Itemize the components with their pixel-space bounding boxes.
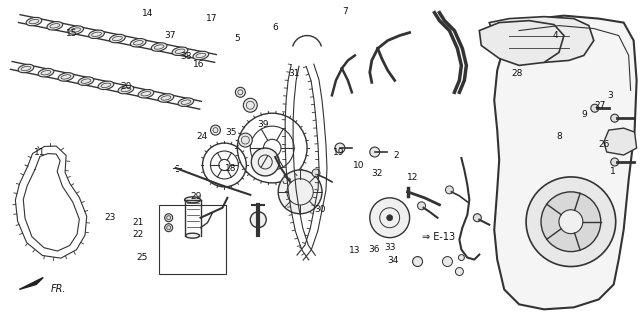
Circle shape bbox=[474, 214, 481, 222]
Ellipse shape bbox=[184, 197, 200, 203]
Text: 27: 27 bbox=[595, 101, 606, 110]
Circle shape bbox=[250, 212, 266, 228]
Text: 32: 32 bbox=[372, 169, 383, 178]
Circle shape bbox=[278, 170, 322, 214]
Text: 25: 25 bbox=[136, 252, 147, 262]
Text: FR.: FR. bbox=[51, 284, 67, 294]
Polygon shape bbox=[479, 21, 564, 66]
Circle shape bbox=[445, 186, 453, 194]
Circle shape bbox=[219, 159, 230, 170]
Polygon shape bbox=[489, 17, 594, 62]
Text: 37: 37 bbox=[164, 31, 176, 40]
Ellipse shape bbox=[89, 30, 104, 38]
Circle shape bbox=[370, 198, 410, 238]
Ellipse shape bbox=[172, 47, 188, 55]
Text: 28: 28 bbox=[512, 69, 524, 78]
Circle shape bbox=[335, 143, 345, 153]
Ellipse shape bbox=[193, 51, 209, 60]
Circle shape bbox=[164, 214, 173, 222]
Ellipse shape bbox=[118, 85, 134, 94]
Ellipse shape bbox=[109, 34, 125, 43]
Text: 31: 31 bbox=[289, 69, 300, 78]
Text: 20: 20 bbox=[120, 82, 131, 91]
Text: 10: 10 bbox=[353, 161, 364, 170]
Text: 6: 6 bbox=[273, 23, 278, 32]
Text: 38: 38 bbox=[180, 52, 192, 61]
Text: ⇒ E-13: ⇒ E-13 bbox=[422, 232, 455, 242]
Ellipse shape bbox=[131, 38, 146, 47]
Circle shape bbox=[417, 202, 426, 210]
Polygon shape bbox=[494, 16, 637, 309]
Ellipse shape bbox=[47, 22, 63, 30]
Text: 7: 7 bbox=[342, 7, 348, 16]
Circle shape bbox=[458, 255, 465, 260]
Circle shape bbox=[370, 147, 380, 157]
Ellipse shape bbox=[98, 81, 114, 90]
Text: 16: 16 bbox=[193, 59, 205, 68]
Ellipse shape bbox=[18, 64, 34, 73]
Text: 2: 2 bbox=[394, 151, 399, 160]
Polygon shape bbox=[19, 278, 44, 289]
Circle shape bbox=[238, 133, 252, 147]
Text: 14: 14 bbox=[142, 9, 154, 18]
Ellipse shape bbox=[186, 233, 200, 238]
Text: 26: 26 bbox=[598, 140, 609, 149]
Text: 30: 30 bbox=[314, 205, 326, 214]
Ellipse shape bbox=[78, 77, 94, 85]
Text: 36: 36 bbox=[369, 245, 380, 254]
Text: 18: 18 bbox=[225, 164, 237, 173]
Text: 21: 21 bbox=[132, 218, 144, 227]
Circle shape bbox=[591, 104, 599, 112]
Text: 17: 17 bbox=[206, 14, 218, 23]
Ellipse shape bbox=[178, 98, 194, 107]
Ellipse shape bbox=[151, 43, 167, 51]
Circle shape bbox=[243, 98, 257, 112]
Circle shape bbox=[559, 210, 583, 234]
Circle shape bbox=[264, 139, 281, 157]
Text: 11: 11 bbox=[34, 148, 45, 157]
Circle shape bbox=[211, 125, 220, 135]
Text: 9: 9 bbox=[582, 110, 588, 119]
Text: 22: 22 bbox=[132, 231, 144, 239]
Text: 15: 15 bbox=[66, 30, 77, 38]
Text: 8: 8 bbox=[556, 132, 562, 141]
Text: 5: 5 bbox=[234, 34, 240, 43]
Circle shape bbox=[526, 177, 616, 266]
Text: 34: 34 bbox=[388, 256, 399, 265]
Text: 4: 4 bbox=[553, 31, 559, 40]
Text: 1: 1 bbox=[610, 167, 616, 176]
Ellipse shape bbox=[38, 68, 54, 77]
Text: 12: 12 bbox=[406, 174, 418, 183]
Text: 24: 24 bbox=[196, 132, 208, 141]
Circle shape bbox=[387, 215, 393, 221]
Polygon shape bbox=[604, 128, 637, 155]
Text: 19: 19 bbox=[333, 148, 345, 157]
Ellipse shape bbox=[138, 89, 154, 98]
Circle shape bbox=[164, 224, 173, 232]
Text: 23: 23 bbox=[104, 213, 115, 222]
Ellipse shape bbox=[158, 94, 173, 102]
Circle shape bbox=[541, 192, 601, 252]
Circle shape bbox=[442, 257, 452, 266]
Circle shape bbox=[611, 114, 619, 122]
Ellipse shape bbox=[26, 17, 42, 26]
Text: 39: 39 bbox=[257, 120, 268, 129]
Circle shape bbox=[312, 169, 320, 177]
Circle shape bbox=[252, 148, 279, 176]
Text: 35: 35 bbox=[225, 128, 237, 137]
Ellipse shape bbox=[58, 73, 74, 81]
Text: 29: 29 bbox=[190, 192, 202, 202]
Text: 13: 13 bbox=[349, 246, 361, 255]
Text: 33: 33 bbox=[385, 243, 396, 252]
Ellipse shape bbox=[68, 26, 83, 34]
Circle shape bbox=[611, 158, 619, 166]
Circle shape bbox=[456, 267, 463, 275]
Circle shape bbox=[413, 257, 422, 266]
Text: 3: 3 bbox=[607, 91, 613, 100]
Circle shape bbox=[236, 87, 245, 97]
